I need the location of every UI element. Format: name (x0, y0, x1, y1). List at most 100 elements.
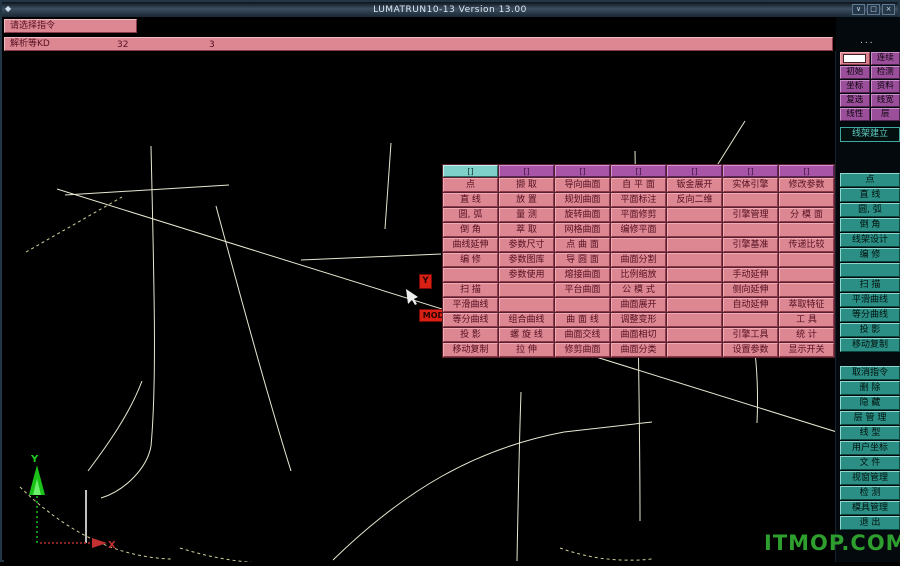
menu-item[interactable]: 导 圆 面 (555, 253, 610, 267)
menu-item[interactable]: 曲面展开 (611, 298, 666, 312)
menu-item[interactable]: 修剪曲面 (555, 343, 610, 357)
menu-item[interactable]: 曲线延伸 (443, 238, 498, 252)
color-swatch-button[interactable] (840, 52, 870, 65)
restore-button[interactable]: □ (867, 4, 880, 15)
menu-item[interactable]: 点 曲 面 (555, 238, 610, 252)
sidebar-item[interactable]: 投 影 (840, 323, 900, 337)
menu-item[interactable]: 传递比较 (779, 238, 834, 252)
sidebar-item[interactable]: 线 型 (840, 426, 900, 440)
menu-item[interactable]: 自动延伸 (723, 298, 778, 312)
sidebar-item[interactable]: 模具管理 (840, 501, 900, 515)
menu-item[interactable]: 引擎管理 (723, 208, 778, 222)
sidebar-item[interactable]: 视窗管理 (840, 471, 900, 485)
menu-item[interactable]: 曲面相切 (611, 328, 666, 342)
sidebar-item[interactable]: 层 管 理 (840, 411, 900, 425)
sidebar-item[interactable]: 隐 藏 (840, 396, 900, 410)
menu-item[interactable]: 等分曲线 (443, 313, 498, 327)
menu-item[interactable]: 导向曲面 (555, 178, 610, 192)
option-button[interactable]: 层 (871, 108, 900, 121)
menu-item[interactable]: 放 置 (499, 193, 554, 207)
menu-item[interactable]: 撷 取 (499, 178, 554, 192)
sidebar-item[interactable]: 退 出 (840, 516, 900, 530)
menu-item[interactable]: 旋转曲面 (555, 208, 610, 222)
sidebar-item[interactable]: 倒 角 (840, 218, 900, 232)
menu-item[interactable]: 修改参数 (779, 178, 834, 192)
menu-item[interactable]: 萃取特征 (779, 298, 834, 312)
close-button[interactable]: × (882, 4, 895, 15)
menu-item[interactable]: 网格曲面 (555, 223, 610, 237)
sidebar-item[interactable]: 线架设计 (840, 233, 900, 247)
menu-item[interactable]: 参数图库 (499, 253, 554, 267)
option-button[interactable]: 线性 (840, 108, 870, 121)
menu-item[interactable]: 设置参数 (723, 343, 778, 357)
menu-item[interactable]: 工 具 (779, 313, 834, 327)
menu-item[interactable]: 萃 取 (499, 223, 554, 237)
menu-item[interactable]: 引擎工具 (723, 328, 778, 342)
menu-tab-2[interactable]: [] (499, 165, 554, 177)
sidebar-item[interactable]: 删 除 (840, 381, 900, 395)
menu-tab-3[interactable]: [] (555, 165, 610, 177)
menu-item[interactable]: 编修平面 (611, 223, 666, 237)
menu-tab-1[interactable]: [] (443, 165, 498, 177)
menu-item[interactable]: 点 (443, 178, 498, 192)
sidebar-item[interactable]: 取消指令 (840, 366, 900, 380)
menu-item[interactable]: 拉 伸 (499, 343, 554, 357)
menu-item[interactable]: 量 测 (499, 208, 554, 222)
menu-tab-4[interactable]: [] (611, 165, 666, 177)
menu-item[interactable]: 圆, 弧 (443, 208, 498, 222)
menu-item[interactable]: 规划曲面 (555, 193, 610, 207)
menu-item[interactable]: 熔接曲面 (555, 268, 610, 282)
menu-tab-5[interactable]: [] (667, 165, 722, 177)
menu-item[interactable]: 比例缩放 (611, 268, 666, 282)
menu-item[interactable]: 平滑曲线 (443, 298, 498, 312)
menu-item[interactable]: 螺 旋 线 (499, 328, 554, 342)
menu-tab-6[interactable]: [] (723, 165, 778, 177)
menu-item[interactable]: 显示开关 (779, 343, 834, 357)
option-button[interactable]: 检测 (871, 66, 900, 79)
sidebar-item[interactable]: 点 (840, 173, 900, 187)
menu-item[interactable]: 引擎基准 (723, 238, 778, 252)
menu-item[interactable]: 参数使用 (499, 268, 554, 282)
menu-item[interactable]: 侧向延伸 (723, 283, 778, 297)
menu-item[interactable]: 曲 面 线 (555, 313, 610, 327)
sidebar-item[interactable]: 移动复制 (840, 338, 900, 352)
menu-item[interactable]: 倒 角 (443, 223, 498, 237)
option-button[interactable]: 连续 (871, 52, 900, 65)
menu-item[interactable]: 分 模 面 (779, 208, 834, 222)
menu-item[interactable]: 手动延伸 (723, 268, 778, 282)
menu-item[interactable]: 平面标注 (611, 193, 666, 207)
minimize-button[interactable]: ∨ (852, 4, 865, 15)
menu-item[interactable]: 公 模 式 (611, 283, 666, 297)
sidebar-item[interactable]: 编 修 (840, 248, 900, 262)
option-button[interactable]: 复选 (840, 94, 870, 107)
option-button[interactable]: 坐标 (840, 80, 870, 93)
mode-button[interactable]: 线架建立 (840, 127, 900, 142)
menu-item[interactable]: 曲面分类 (611, 343, 666, 357)
menu-item[interactable]: 实体引擎 (723, 178, 778, 192)
sidebar-item[interactable]: 检 测 (840, 486, 900, 500)
menu-item[interactable]: 平面修剪 (611, 208, 666, 222)
menu-item[interactable]: 钣金展开 (667, 178, 722, 192)
menu-item[interactable]: 自 平 面 (611, 178, 666, 192)
sidebar-item[interactable]: 圆, 弧 (840, 203, 900, 217)
sidebar-item[interactable]: 等分曲线 (840, 308, 900, 322)
menu-item[interactable]: 曲面分割 (611, 253, 666, 267)
menu-item[interactable]: 曲面交线 (555, 328, 610, 342)
menu-item[interactable]: 组合曲线 (499, 313, 554, 327)
option-button[interactable]: 资料 (871, 80, 900, 93)
menu-item[interactable]: 调整变形 (611, 313, 666, 327)
menu-item[interactable]: 平台曲面 (555, 283, 610, 297)
menu-item[interactable]: 移动复制 (443, 343, 498, 357)
sidebar-item[interactable]: 平滑曲线 (840, 293, 900, 307)
menu-item[interactable]: 反向二维 (667, 193, 722, 207)
option-button[interactable]: 线宽 (871, 94, 900, 107)
sidebar-item[interactable]: 直 线 (840, 188, 900, 202)
sidebar-item[interactable]: 文 件 (840, 456, 900, 470)
sidebar-item[interactable]: 扫 描 (840, 278, 900, 292)
menu-item[interactable]: 编 修 (443, 253, 498, 267)
menu-tab-7[interactable]: [] (779, 165, 834, 177)
sidebar-item[interactable]: 用户坐标 (840, 441, 900, 455)
menu-item[interactable]: 扫 描 (443, 283, 498, 297)
menu-item[interactable]: 直 线 (443, 193, 498, 207)
menu-item[interactable]: 统 计 (779, 328, 834, 342)
